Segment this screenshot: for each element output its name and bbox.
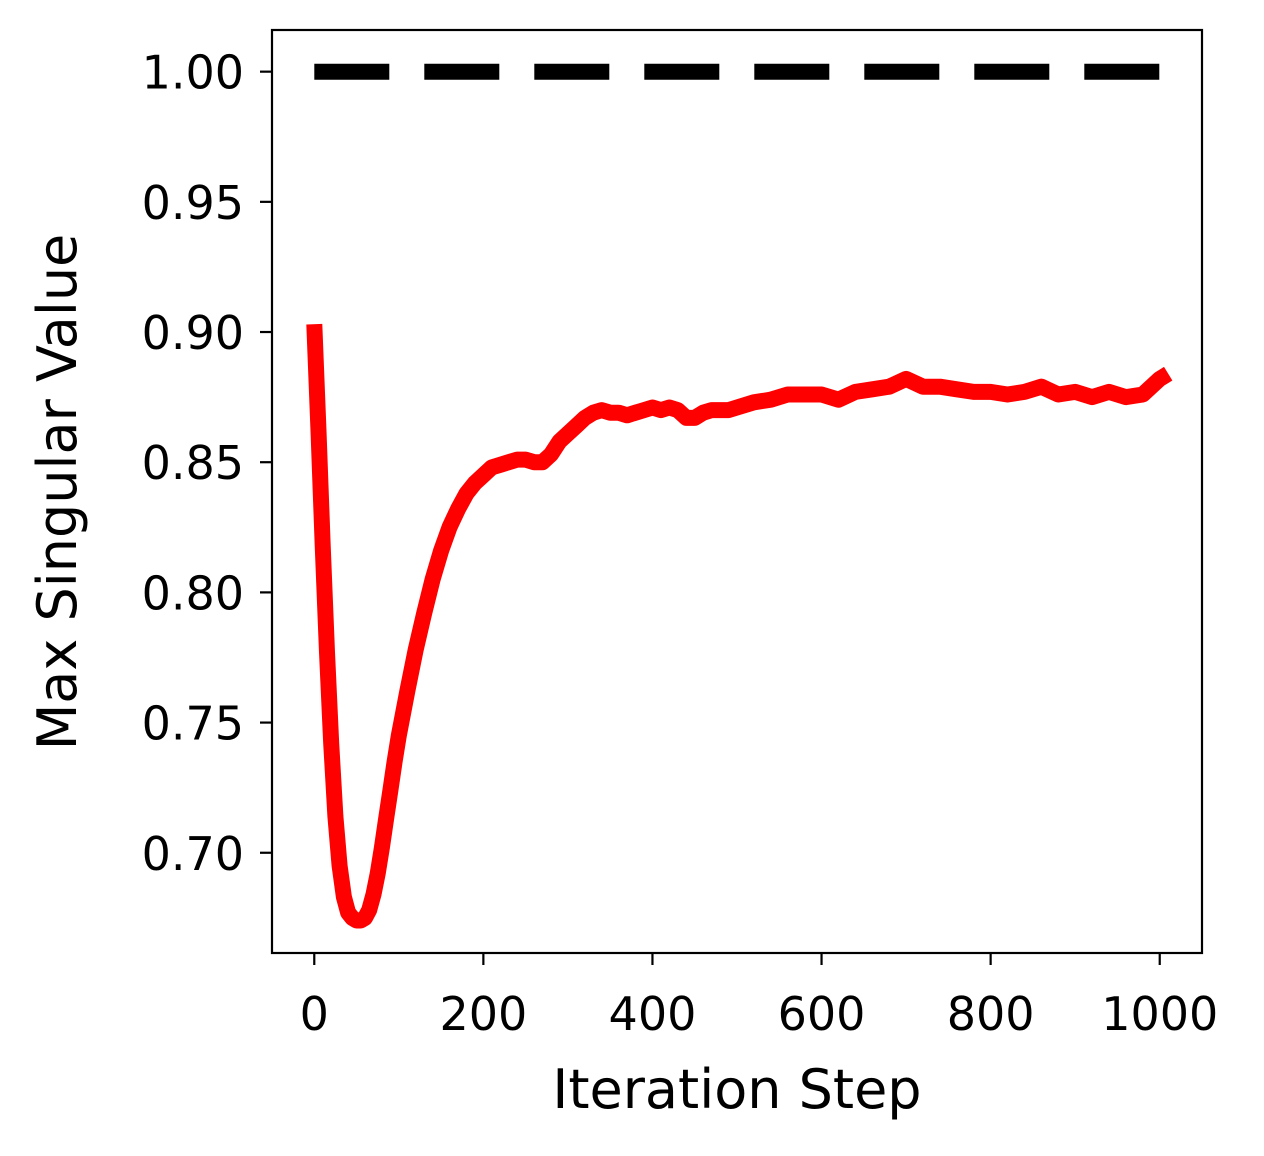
y-axis: 0.70 0.75 0.80 0.85 0.90 0.95 1.00: [142, 46, 272, 881]
series-line-0: [306, 323, 1173, 929]
y-tick-label: 0.70: [142, 827, 244, 881]
y-tick-label: 0.75: [142, 697, 244, 751]
x-tick-label: 600: [778, 987, 866, 1041]
y-tick-label: 0.95: [142, 176, 244, 230]
plot-area-frame: [270, 28, 1204, 955]
x-axis: 0 200 400 600 800 1000: [300, 953, 1218, 1041]
x-tick-label: 0: [300, 987, 329, 1041]
y-tick-label: 1.00: [142, 46, 244, 100]
x-tick-label: 800: [947, 987, 1035, 1041]
x-tick-label: 200: [439, 987, 527, 1041]
x-tick-label: 1000: [1101, 987, 1218, 1041]
x-axis-label: Iteration Step: [552, 1058, 921, 1121]
series-layer: [306, 63, 1173, 929]
y-axis-label: Max Singular Value: [26, 234, 89, 751]
y-tick-label: 0.85: [142, 436, 244, 490]
y-tick-label: 0.90: [142, 306, 244, 360]
x-tick-label: 400: [609, 987, 697, 1041]
y-tick-label: 0.80: [142, 566, 244, 620]
